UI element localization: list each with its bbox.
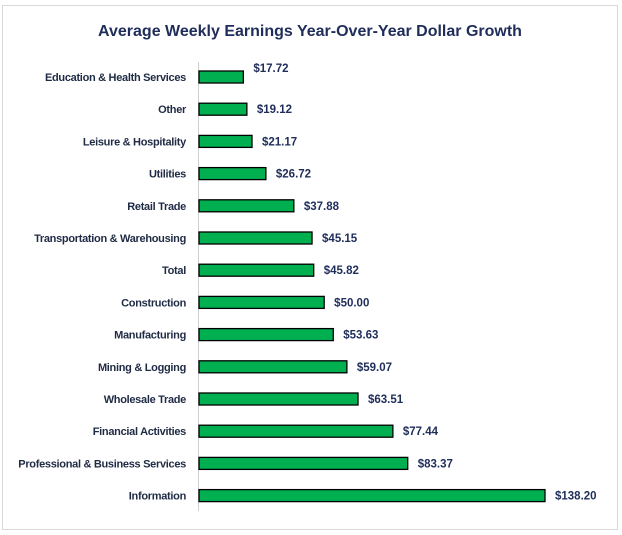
data-label: $50.00	[334, 297, 369, 309]
bar	[198, 231, 313, 245]
category-label: Information	[129, 491, 187, 503]
bar	[198, 166, 267, 181]
category-label: Education & Health Services	[45, 72, 186, 84]
data-label: $17.72	[253, 63, 288, 75]
bar	[198, 70, 245, 84]
category-label: Other	[158, 104, 187, 116]
category-label: Retail Trade	[127, 201, 186, 213]
data-label: $45.82	[324, 265, 359, 277]
bar	[198, 295, 325, 310]
data-label: $26.72	[276, 169, 311, 181]
bar	[198, 424, 394, 438]
category-label: Total	[162, 265, 186, 277]
bar	[198, 456, 409, 471]
data-label: $21.17	[262, 136, 297, 148]
data-label: $45.15	[322, 233, 358, 245]
data-label: $77.44	[403, 426, 439, 438]
data-label: $138.20	[555, 491, 597, 503]
category-label: Financial Activities	[93, 426, 186, 438]
category-label: Utilities	[149, 169, 186, 181]
data-label: $53.63	[343, 330, 378, 342]
data-label: $59.07	[357, 362, 392, 374]
data-label: $83.37	[418, 458, 453, 470]
chart-title: Average Weekly Earnings Year-Over-Year D…	[98, 23, 522, 40]
category-label: Professional & Business Services	[18, 458, 186, 470]
data-label: $63.51	[368, 394, 404, 406]
bar	[198, 392, 359, 406]
bar	[198, 102, 248, 116]
bar	[198, 199, 295, 213]
category-label: Transportation & Warehousing	[34, 233, 186, 245]
category-label: Wholesale Trade	[104, 394, 186, 406]
bar	[198, 488, 546, 503]
data-label: $37.88	[304, 201, 340, 213]
category-label: Leisure & Hospitality	[83, 136, 187, 148]
data-label: $19.12	[257, 104, 292, 116]
bar	[198, 263, 315, 277]
bar	[198, 327, 334, 342]
category-label: Manufacturing	[114, 330, 186, 342]
bar	[198, 360, 348, 374]
category-label: Construction	[121, 297, 186, 309]
bar	[198, 134, 253, 149]
category-label: Mining & Logging	[98, 362, 186, 374]
